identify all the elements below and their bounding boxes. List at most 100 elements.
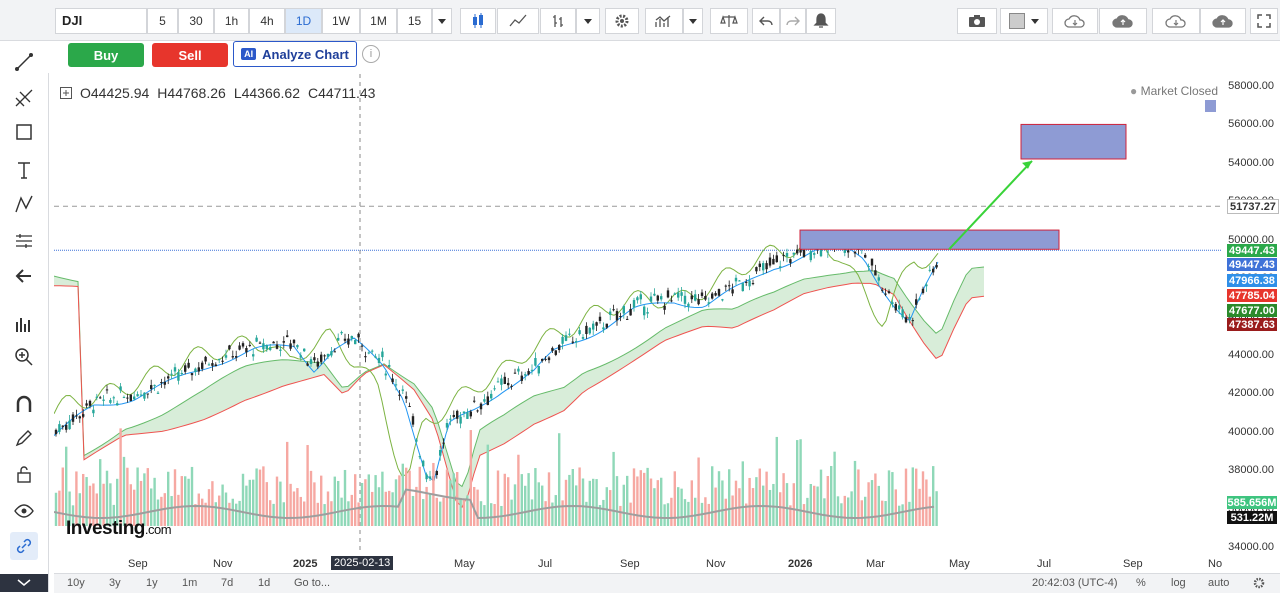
volume-bar — [894, 489, 897, 526]
sell-button[interactable]: Sell — [152, 43, 228, 67]
cloud-upload-icon[interactable] — [1099, 8, 1147, 34]
magnet-icon[interactable] — [10, 390, 38, 418]
candle-body — [282, 341, 285, 343]
price-chart[interactable] — [54, 74, 1222, 554]
bars-type-icon[interactable] — [540, 8, 576, 34]
collapse-button[interactable] — [0, 574, 48, 592]
gear-icon[interactable] — [605, 8, 639, 34]
indicators-chart-icon[interactable] — [645, 8, 683, 34]
candle-body — [656, 295, 659, 301]
timeframe-15[interactable]: 15 — [397, 8, 432, 34]
cloud-upload-icon[interactable] — [1200, 8, 1246, 34]
timeframe-1D[interactable]: 1D — [285, 8, 322, 34]
volume-bar — [561, 500, 564, 526]
price-marker: 49447.43 — [1227, 258, 1277, 271]
indicators-icon[interactable] — [10, 310, 38, 338]
timeframe-dropdown[interactable] — [432, 8, 452, 34]
range-3y[interactable]: 3y — [109, 577, 121, 589]
compare-scale-icon[interactable] — [710, 8, 748, 34]
area-chart-icon[interactable] — [497, 8, 539, 34]
log-toggle[interactable]: log — [1171, 577, 1186, 589]
camera-icon[interactable] — [957, 8, 997, 34]
cloud-download-icon[interactable] — [1152, 8, 1200, 34]
timeframe-30[interactable]: 30 — [178, 8, 214, 34]
candle-body — [547, 357, 551, 361]
fib-tool-icon[interactable] — [10, 84, 38, 112]
candle-body — [690, 295, 693, 300]
candle-body — [265, 345, 268, 350]
volume-bar — [68, 491, 71, 526]
alert-icon[interactable] — [806, 8, 836, 34]
back-arrow-icon[interactable] — [10, 262, 38, 290]
symbol-input[interactable]: DJI — [55, 8, 147, 34]
analyze-chart-button[interactable]: AI Analyze Chart — [233, 41, 357, 67]
timeframe-1W[interactable]: 1W — [322, 8, 360, 34]
text-tool-icon[interactable] — [10, 156, 38, 184]
range-7d[interactable]: 7d — [221, 577, 234, 589]
zoom-icon[interactable] — [10, 343, 38, 371]
percent-toggle[interactable]: % — [1136, 577, 1146, 589]
candle-body — [564, 335, 568, 341]
range-1m[interactable]: 1m — [182, 577, 198, 589]
buy-button[interactable]: Buy — [68, 43, 144, 67]
undo-icon[interactable] — [752, 8, 780, 34]
volume-bar — [728, 469, 731, 526]
volume-bar — [874, 473, 877, 526]
scroll-to-latest-icon[interactable] — [1205, 100, 1216, 112]
candle-body — [649, 296, 653, 302]
volume-bar — [711, 466, 714, 526]
candle-body — [619, 316, 622, 318]
eye-icon[interactable] — [10, 497, 38, 525]
candle-body — [320, 354, 323, 362]
candle-body — [925, 284, 928, 287]
volume-bar — [867, 482, 870, 526]
candle-body — [568, 333, 571, 335]
candle-type-icon[interactable] — [460, 8, 496, 34]
candle-body — [588, 327, 591, 334]
timeframe-4h[interactable]: 4h — [249, 8, 285, 34]
pattern-icon[interactable] — [10, 190, 38, 218]
timeframe-1h[interactable]: 1h — [214, 8, 249, 34]
timeframe-1M[interactable]: 1M — [360, 8, 397, 34]
pencil-icon[interactable] — [10, 424, 38, 452]
candle-body — [136, 394, 139, 397]
range-goto[interactable]: Go to... — [294, 577, 331, 589]
volume-bar — [857, 469, 860, 526]
candle-body — [350, 336, 353, 339]
rectangle-icon[interactable] — [10, 118, 38, 146]
candle-body — [61, 425, 64, 427]
volume-bar — [360, 482, 364, 526]
volume-bar — [779, 492, 782, 526]
candle-body — [595, 322, 598, 326]
candle-body — [541, 358, 544, 361]
trend-line-icon[interactable] — [10, 48, 38, 76]
volume-bar — [796, 440, 799, 526]
color-picker-button[interactable] — [1000, 8, 1048, 34]
range-1d[interactable]: 1d — [258, 577, 271, 589]
info-icon[interactable]: i — [362, 45, 380, 63]
timeframe-5[interactable]: 5 — [147, 8, 178, 34]
price-tick: 34000.00 — [1228, 541, 1274, 553]
candle-body — [534, 358, 537, 366]
range-10y[interactable]: 10y — [67, 577, 85, 589]
volume-bar — [799, 439, 802, 526]
cloud-download-icon[interactable] — [1052, 8, 1098, 34]
redo-icon[interactable] — [780, 8, 806, 34]
measure-icon[interactable] — [10, 227, 38, 255]
auto-toggle[interactable]: auto — [1208, 577, 1230, 589]
volume-bar — [486, 444, 489, 526]
time-tick: Nov — [706, 558, 726, 570]
candle-body — [116, 403, 119, 406]
projection-arrow — [948, 160, 1033, 250]
lock-icon[interactable] — [10, 460, 38, 488]
chevron-down-icon[interactable] — [576, 8, 600, 34]
candle-body — [884, 293, 887, 295]
candle-body — [337, 337, 340, 341]
candle-body — [578, 330, 581, 335]
link-icon[interactable] — [10, 532, 38, 560]
expand-legend-icon[interactable] — [60, 87, 72, 99]
chevron-down-icon[interactable] — [683, 8, 703, 34]
fullscreen-icon[interactable] — [1250, 8, 1278, 34]
range-1y[interactable]: 1y — [146, 577, 158, 589]
settings-gear-icon[interactable] — [1253, 577, 1265, 589]
